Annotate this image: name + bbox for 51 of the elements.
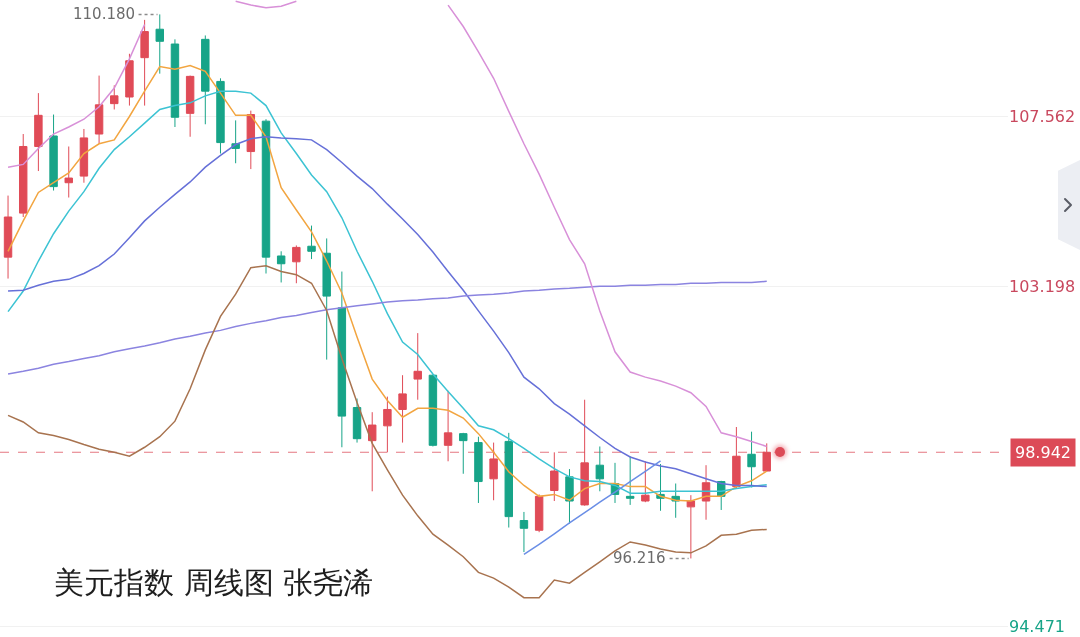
- candlestick: [276, 250, 286, 283]
- candlestick: [125, 53, 134, 107]
- candlestick: [307, 225, 316, 260]
- candlestick: [474, 436, 483, 504]
- candlestick: [49, 114, 58, 192]
- candlestick: [413, 332, 422, 401]
- candlestick: [64, 145, 73, 199]
- candlestick: [398, 374, 407, 444]
- candlestick: [565, 468, 574, 525]
- candlestick: [686, 494, 696, 559]
- candlestick: [155, 13, 164, 75]
- candlestick: [185, 75, 195, 138]
- candlestick: [94, 75, 104, 145]
- candlestick: [504, 432, 513, 529]
- candlestick: [292, 244, 301, 284]
- candlestick: [216, 77, 225, 154]
- candlestick: [79, 128, 89, 184]
- candlestick: [170, 38, 180, 128]
- candlestick: [3, 195, 13, 280]
- candlestick: [550, 451, 559, 502]
- y-tick-label: 103.198: [1009, 277, 1076, 297]
- candlestick: [519, 511, 529, 553]
- candlestick: [595, 445, 605, 492]
- candlestick: [110, 84, 119, 110]
- candlestick: [352, 398, 362, 444]
- line-series: [7, 264, 768, 599]
- candlestick: [19, 133, 28, 218]
- line-series: [7, 280, 768, 375]
- candlestick: [337, 271, 347, 448]
- candlestick: [701, 464, 711, 521]
- candlestick: [201, 34, 210, 125]
- y-tick-label: 107.562: [1009, 107, 1076, 127]
- candlestick: [383, 396, 392, 453]
- annotation: 96.216: [613, 549, 666, 567]
- candlestick: [428, 373, 438, 447]
- text: 美元指数 周线图 张尧浠: [54, 565, 374, 601]
- ref-line-label: 98.942: [1015, 443, 1071, 462]
- candlestick: [747, 431, 756, 488]
- candlestick: [641, 460, 650, 503]
- candlestick: [368, 411, 377, 492]
- candlestick: [246, 110, 256, 170]
- candlestick: [261, 118, 271, 274]
- candlestick: [459, 432, 468, 475]
- candlestick: [489, 442, 498, 501]
- candlestick: [534, 493, 544, 533]
- y-tick-label: 94.471: [1009, 617, 1065, 637]
- candlestick: [140, 19, 149, 107]
- candlestick: [34, 92, 43, 172]
- candlestick: [625, 455, 635, 506]
- annotation: 110.180: [73, 5, 136, 23]
- candlestick: [322, 237, 331, 361]
